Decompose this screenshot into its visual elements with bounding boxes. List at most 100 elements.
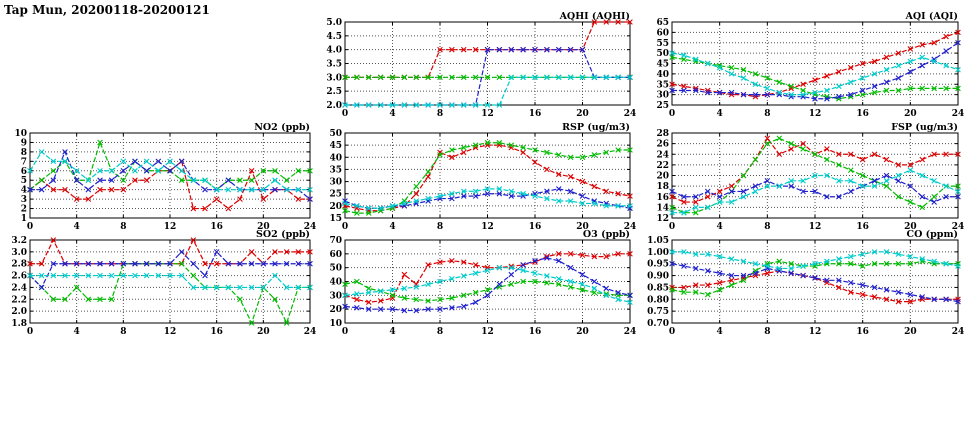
y-tick-label: 26 (656, 140, 669, 150)
series-markers-cyan (342, 74, 633, 108)
y-tick-label: 3 (21, 195, 27, 205)
x-tick-label: 8 (764, 327, 770, 337)
series-markers-blue (669, 260, 961, 305)
series-line-green (29, 263, 310, 325)
x-tick-label: 24 (304, 327, 316, 337)
x-tick-label: 12 (809, 109, 822, 119)
chart-so2: 0 4 8 12 16 20 24 1.8 2.0 2.2 2.42.6 2.8 3.0 3.2 SO2 (… (11, 229, 316, 337)
series-markers-red (342, 251, 633, 306)
chart-title: SO2 (ppb) (256, 229, 310, 240)
x-tick-label: 12 (809, 327, 822, 337)
series-markers-cyan (669, 167, 961, 216)
x-tick-label: 0 (342, 327, 348, 337)
x-tick-label: 4 (717, 109, 723, 119)
y-tick-label: 2.0 (326, 101, 342, 111)
y-tick-label: 2 (21, 205, 27, 215)
x-tick-label: 16 (529, 222, 542, 232)
x-tick-label: 0 (342, 109, 348, 119)
x-tick-label: 4 (717, 222, 723, 232)
x-tick-label: 12 (809, 222, 822, 232)
x-tick-label: 8 (764, 109, 770, 119)
y-tick-label: 0.85 (647, 283, 669, 293)
x-tick-label: 16 (529, 327, 542, 337)
y-tick-label: 15 (329, 214, 342, 224)
y-tick-label: 18 (656, 182, 669, 192)
series-line-red (671, 137, 958, 203)
x-tick-label: 24 (952, 109, 964, 119)
y-tick-label: 45 (329, 141, 342, 151)
x-tick-label: 20 (576, 327, 589, 337)
y-tick-label: 50 (329, 264, 342, 274)
x-tick-label: 16 (856, 222, 869, 232)
x-tick-label: 20 (576, 222, 589, 232)
x-tick-label: 8 (120, 222, 126, 232)
y-tick-label: 20 (329, 202, 342, 212)
series-markers-cyan (27, 149, 313, 193)
y-tick-label: 5 (21, 176, 27, 186)
y-tick-label: 2.0 (11, 307, 27, 317)
y-tick-label: 4.5 (326, 32, 342, 42)
y-tick-label: 35 (329, 165, 342, 175)
y-tick-label: 2.2 (11, 295, 27, 305)
x-tick-label: 0 (342, 222, 348, 232)
y-tick-label: 0.80 (647, 295, 669, 305)
x-tick-label: 16 (856, 327, 869, 337)
x-tick-label: 20 (257, 222, 270, 232)
y-tick-label: 3.2 (11, 236, 27, 246)
series-markers-cyan (27, 272, 313, 291)
series-markers-cyan (669, 50, 961, 98)
x-tick-label: 20 (904, 327, 917, 337)
x-tick-label: 0 (27, 222, 33, 232)
x-tick-label: 24 (304, 222, 316, 232)
y-tick-label: 12 (656, 214, 669, 224)
x-tick-label: 16 (856, 109, 869, 119)
y-tick-label: 55 (656, 39, 669, 49)
x-tick-label: 20 (576, 109, 589, 119)
y-tick-label: 1.05 (647, 236, 669, 246)
y-tick-label: 5.0 (326, 18, 342, 28)
x-tick-label: 12 (481, 222, 494, 232)
x-tick-label: 8 (120, 327, 126, 337)
y-tick-label: 20 (329, 305, 342, 315)
chart-title: O3 (ppb) (583, 229, 630, 240)
y-tick-label: 30 (329, 178, 342, 188)
x-tick-label: 16 (210, 222, 223, 232)
y-tick-label: 28 (656, 129, 669, 139)
x-tick-label: 0 (669, 222, 675, 232)
y-tick-label: 30 (656, 91, 669, 101)
y-tick-label: 0.95 (647, 260, 669, 270)
y-tick-label: 14 (656, 203, 669, 213)
y-tick-label: 50 (329, 129, 342, 139)
y-tick-label: 70 (329, 236, 342, 246)
chart-title: AQI (AQI) (905, 11, 958, 22)
y-tick-label: 40 (329, 278, 342, 288)
x-tick-label: 12 (164, 327, 177, 337)
x-tick-label: 24 (624, 109, 636, 119)
y-tick-label: 2.8 (11, 260, 27, 270)
x-tick-label: 16 (529, 109, 542, 119)
y-tick-label: 0.90 (647, 272, 669, 282)
x-tick-label: 4 (389, 109, 395, 119)
y-tick-label: 40 (656, 70, 669, 80)
chart-title: FSP (ug/m3) (891, 122, 958, 133)
y-tick-label: 8 (21, 148, 27, 158)
y-tick-label: 25 (656, 101, 669, 111)
y-tick-label: 3.0 (326, 73, 342, 83)
y-tick-label: 4.0 (326, 46, 342, 56)
series-markers-cyan (669, 249, 961, 272)
y-tick-label: 0.70 (647, 319, 669, 329)
y-tick-label: 16 (656, 193, 669, 203)
y-tick-label: 7 (21, 157, 27, 167)
page-title: Tap Mun, 20200118-20200121 (4, 3, 210, 17)
chart-o3: 0 4 8 12 16 20 24 10 20 30 40 50 60 70 O3 (ppb) (329, 229, 636, 337)
series-line-blue (344, 257, 631, 312)
y-tick-label: 0.75 (647, 307, 669, 317)
y-tick-label: 22 (656, 161, 669, 171)
x-tick-label: 4 (389, 327, 395, 337)
x-tick-label: 4 (74, 222, 80, 232)
y-tick-label: 1.8 (11, 319, 27, 329)
y-tick-label: 9 (21, 138, 27, 148)
y-tick-label: 45 (656, 60, 669, 70)
